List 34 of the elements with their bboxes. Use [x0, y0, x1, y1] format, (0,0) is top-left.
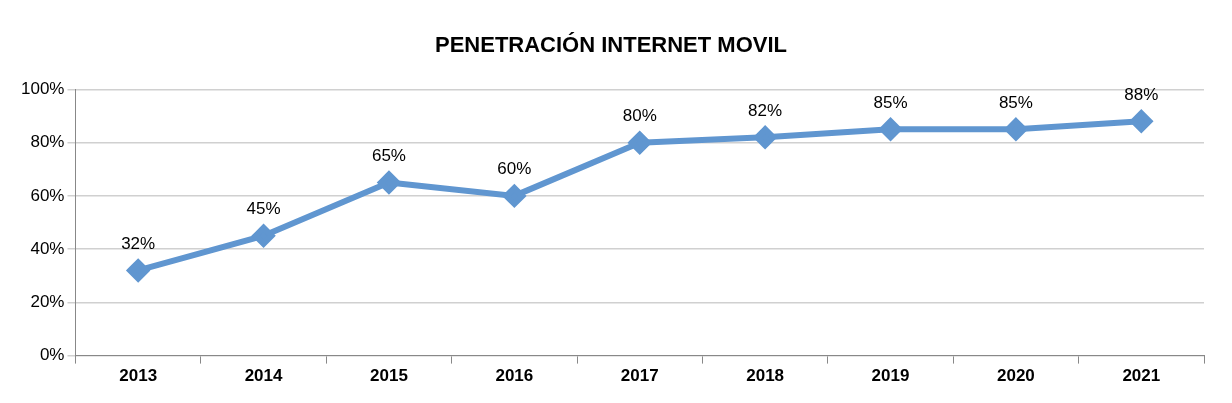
point	[252, 224, 275, 247]
data-label: 80%	[622, 105, 657, 125]
x-tick-label: 2013	[119, 366, 158, 386]
point	[127, 259, 150, 282]
data-label: 32%	[121, 233, 156, 253]
x-tick-label: 2016	[495, 366, 534, 386]
data-label: 85%	[998, 92, 1033, 112]
x-tick-label: 2018	[746, 366, 785, 386]
y-tick-label: 100%	[21, 79, 65, 99]
point	[1004, 118, 1027, 141]
y-tick-label: 20%	[30, 292, 65, 312]
point	[628, 131, 651, 154]
point	[377, 171, 400, 194]
x-tick-label: 2021	[1122, 366, 1161, 386]
y-tick-label: 80%	[30, 132, 65, 152]
point	[754, 126, 777, 149]
point	[503, 184, 526, 207]
point	[1130, 110, 1153, 133]
data-label: 60%	[497, 159, 532, 179]
data-label: 45%	[246, 199, 281, 218]
data-label: 88%	[1124, 84, 1159, 104]
data-label: 82%	[748, 100, 783, 120]
data-label: 65%	[371, 145, 406, 165]
x-tick-label: 2014	[244, 366, 284, 386]
y-tick-label: 60%	[30, 185, 65, 205]
chart-title: PENETRACIÓN INTERNET MOVIL	[434, 32, 788, 58]
data-label: 85%	[873, 92, 908, 112]
y-tick-label: 0%	[39, 345, 65, 365]
x-tick-label: 2017	[620, 366, 659, 386]
point	[879, 118, 902, 141]
x-tick-label: 2020	[997, 366, 1035, 386]
x-tick-label: 2019	[871, 366, 910, 386]
x-tick-label: 2015	[370, 366, 408, 386]
y-tick-label: 40%	[30, 238, 65, 258]
